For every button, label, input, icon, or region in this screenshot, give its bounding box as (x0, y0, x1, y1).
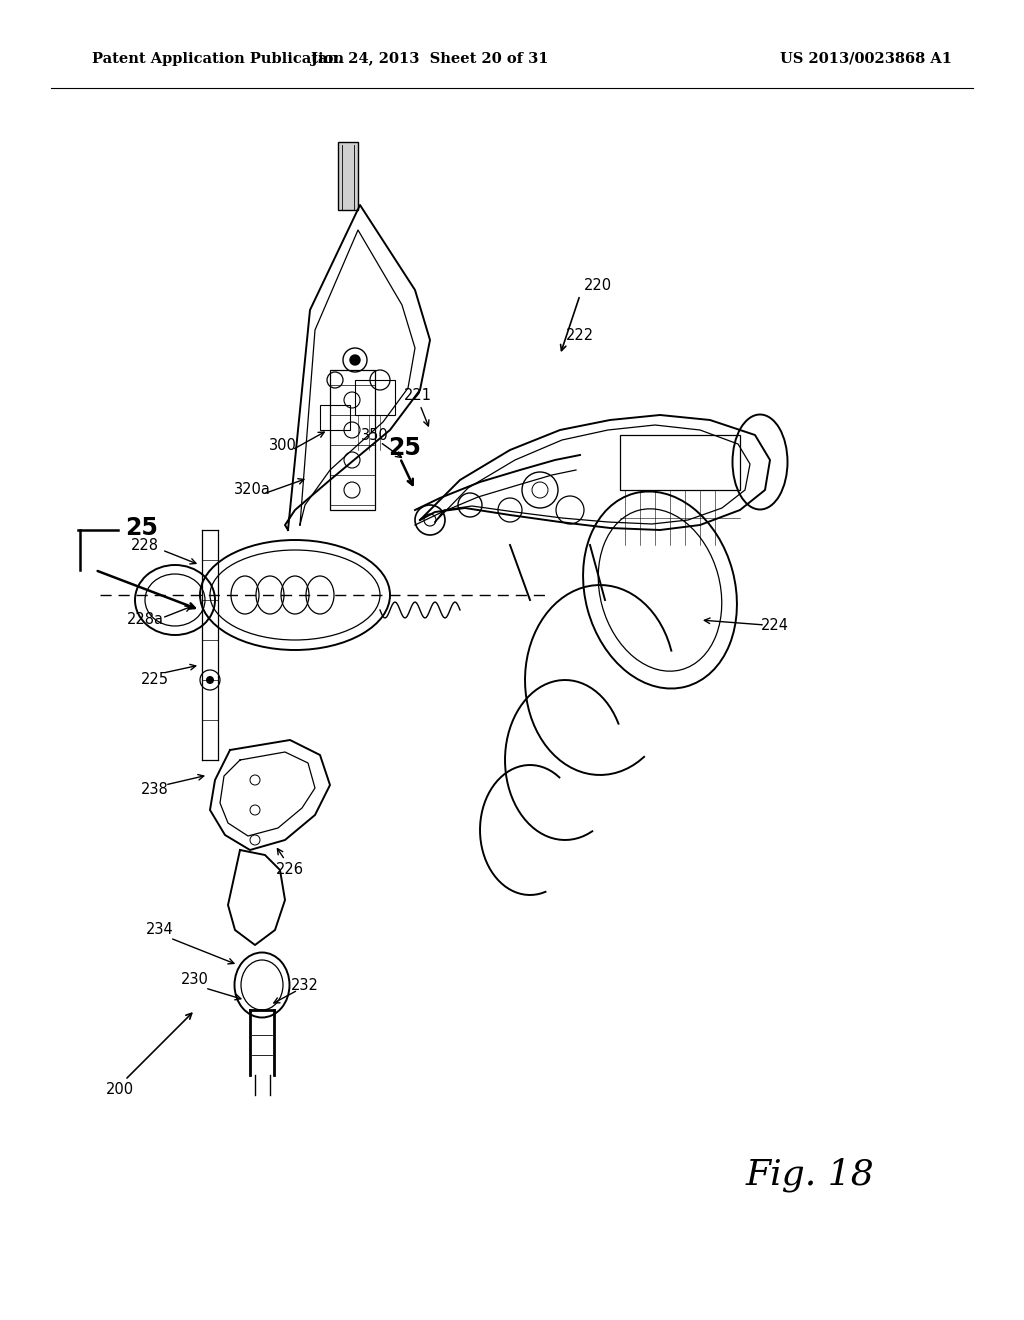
Bar (319, 405, 350, 430)
Text: 320a: 320a (233, 483, 270, 498)
Text: 25: 25 (388, 436, 421, 459)
Polygon shape (338, 143, 358, 210)
Circle shape (350, 355, 360, 366)
Text: 225: 225 (141, 672, 169, 688)
Circle shape (206, 676, 214, 684)
Text: 224: 224 (761, 618, 790, 632)
Text: 200: 200 (105, 1082, 134, 1097)
Text: Fig. 18: Fig. 18 (745, 1158, 874, 1192)
Bar (620, 436, 740, 490)
Text: 228a: 228a (127, 612, 164, 627)
Text: Jan. 24, 2013  Sheet 20 of 31: Jan. 24, 2013 Sheet 20 of 31 (311, 51, 549, 66)
Text: 226: 226 (276, 862, 304, 878)
Bar (355, 380, 395, 414)
Text: Patent Application Publication: Patent Application Publication (92, 51, 344, 66)
Text: 232: 232 (291, 978, 318, 993)
Bar (330, 370, 375, 510)
Text: 222: 222 (566, 327, 594, 342)
Text: 228: 228 (131, 537, 159, 553)
Text: 25: 25 (125, 516, 158, 540)
Text: 300: 300 (269, 437, 297, 453)
Text: 350: 350 (361, 428, 389, 442)
Text: 238: 238 (141, 783, 169, 797)
Text: 230: 230 (181, 973, 209, 987)
Text: 221: 221 (404, 388, 432, 403)
Text: US 2013/0023868 A1: US 2013/0023868 A1 (780, 51, 952, 66)
Text: 234: 234 (146, 923, 174, 937)
Text: 220: 220 (584, 277, 612, 293)
